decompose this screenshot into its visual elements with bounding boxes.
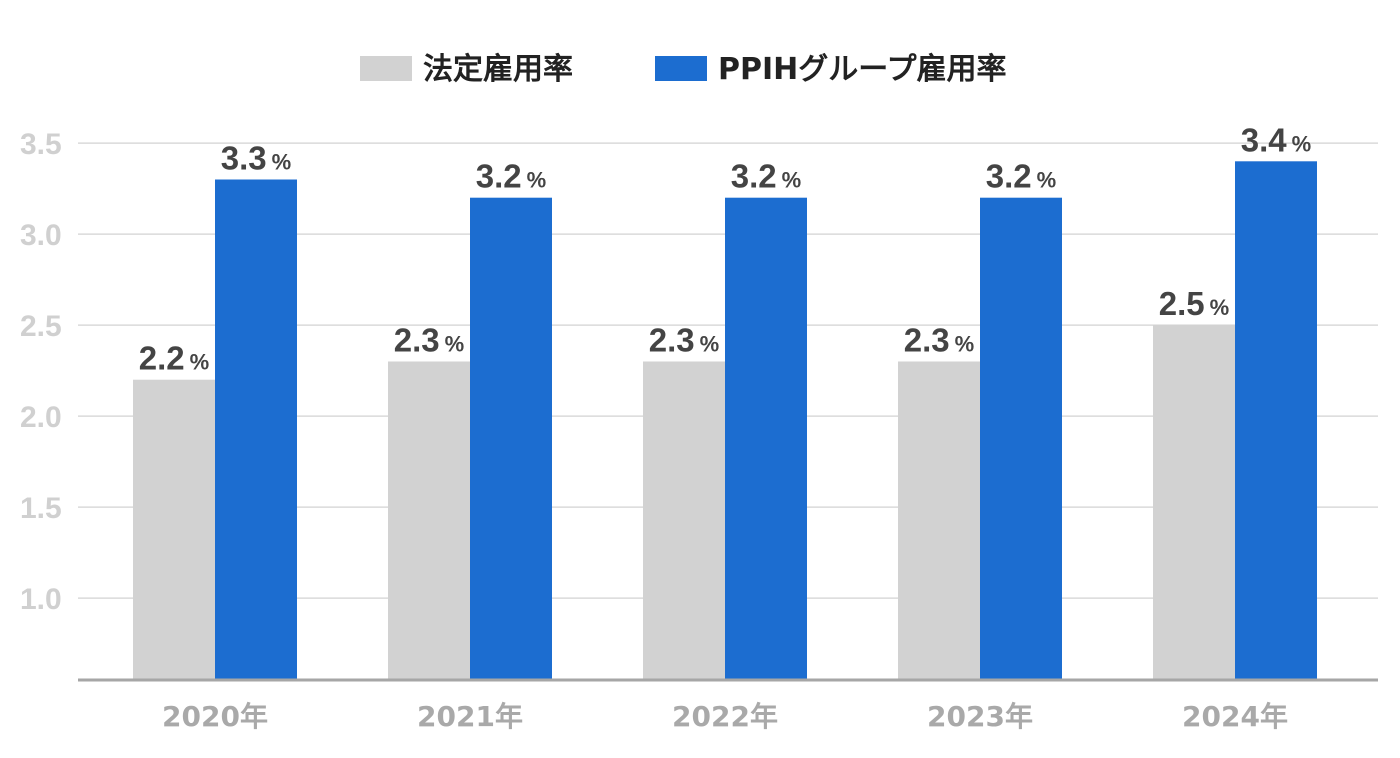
- data-label-value: 3.2: [731, 158, 777, 195]
- data-label-value: 2.2: [139, 340, 185, 377]
- data-label: 2.5%: [1159, 285, 1229, 322]
- data-label-value: 3.4: [1241, 121, 1288, 158]
- bar-legal-rate: [133, 379, 215, 680]
- data-label: 3.3%: [221, 140, 291, 177]
- data-label-unit: %: [445, 332, 465, 357]
- y-tick-label: 3.5: [20, 128, 62, 161]
- bar-ppih-rate: [725, 197, 807, 680]
- x-tick-label: 2022年: [672, 700, 778, 733]
- y-axis-ticks: 1.0 1.5 2.0 2.5 3.0 3.5: [20, 128, 62, 616]
- x-tick-label: 2020年: [162, 700, 268, 733]
- bar-ppih-rate: [470, 197, 552, 680]
- bar-ppih-rate: [980, 197, 1062, 680]
- data-label-value: 3.2: [986, 158, 1032, 195]
- y-tick-label: 1.5: [20, 492, 62, 525]
- legend-label-legal-rate: 法定雇用率: [423, 52, 573, 87]
- bar-legal-rate: [898, 361, 980, 680]
- data-label: 3.4%: [1241, 121, 1311, 158]
- data-label-unit: %: [1210, 295, 1230, 320]
- x-axis-ticks: 2020年 2021年 2022年 2023年 2024年: [162, 700, 1288, 733]
- data-label-unit: %: [190, 350, 210, 375]
- y-tick-label: 3.0: [20, 219, 62, 252]
- legend-swatch-legal-rate: [360, 56, 412, 81]
- bar-legal-rate: [1153, 325, 1235, 680]
- data-label-value: 2.3: [904, 322, 950, 359]
- y-tick-label: 1.0: [20, 583, 62, 616]
- data-label: 2.2%: [139, 340, 209, 377]
- legend: 法定雇用率 PPIHグループ雇用率: [360, 52, 1006, 87]
- data-label: 2.3%: [904, 322, 974, 359]
- x-tick-label: 2021年: [417, 700, 523, 733]
- data-label: 3.2%: [731, 158, 801, 195]
- data-label-value: 3.2: [476, 158, 522, 195]
- data-label-unit: %: [1292, 131, 1312, 156]
- x-tick-label: 2024年: [1182, 700, 1288, 733]
- data-label-value: 2.3: [649, 322, 695, 359]
- legend-label-ppih-rate: PPIHグループ雇用率: [718, 52, 1006, 87]
- data-label-unit: %: [700, 332, 720, 357]
- data-label: 3.2%: [476, 158, 546, 195]
- data-label-value: 2.5: [1159, 285, 1205, 322]
- data-label-unit: %: [527, 168, 547, 193]
- data-label: 2.3%: [649, 322, 719, 359]
- data-label-value: 2.3: [394, 322, 440, 359]
- bar-legal-rate: [388, 361, 470, 680]
- y-tick-label: 2.5: [20, 310, 62, 343]
- legend-swatch-ppih-rate: [655, 56, 707, 81]
- data-label-unit: %: [272, 150, 292, 175]
- data-labels: 2.2 %3.3 %2.3 %3.2 %2.3 %3.2 %2.3 %3.2 %2.5 %3.4%: [139, 121, 1311, 376]
- bar-ppih-rate: [1235, 161, 1317, 681]
- data-label-unit: %: [782, 168, 802, 193]
- data-label-value: 3.3: [221, 140, 267, 177]
- y-tick-label: 2.0: [20, 401, 62, 434]
- data-label-unit: %: [1037, 168, 1057, 193]
- bars: [133, 161, 1317, 681]
- data-label-unit: %: [955, 332, 975, 357]
- x-tick-label: 2023年: [927, 700, 1033, 733]
- bar-legal-rate: [643, 361, 725, 680]
- bar-ppih-rate: [215, 179, 297, 680]
- data-label: 2.3%: [394, 322, 464, 359]
- data-label: 3.2%: [986, 158, 1056, 195]
